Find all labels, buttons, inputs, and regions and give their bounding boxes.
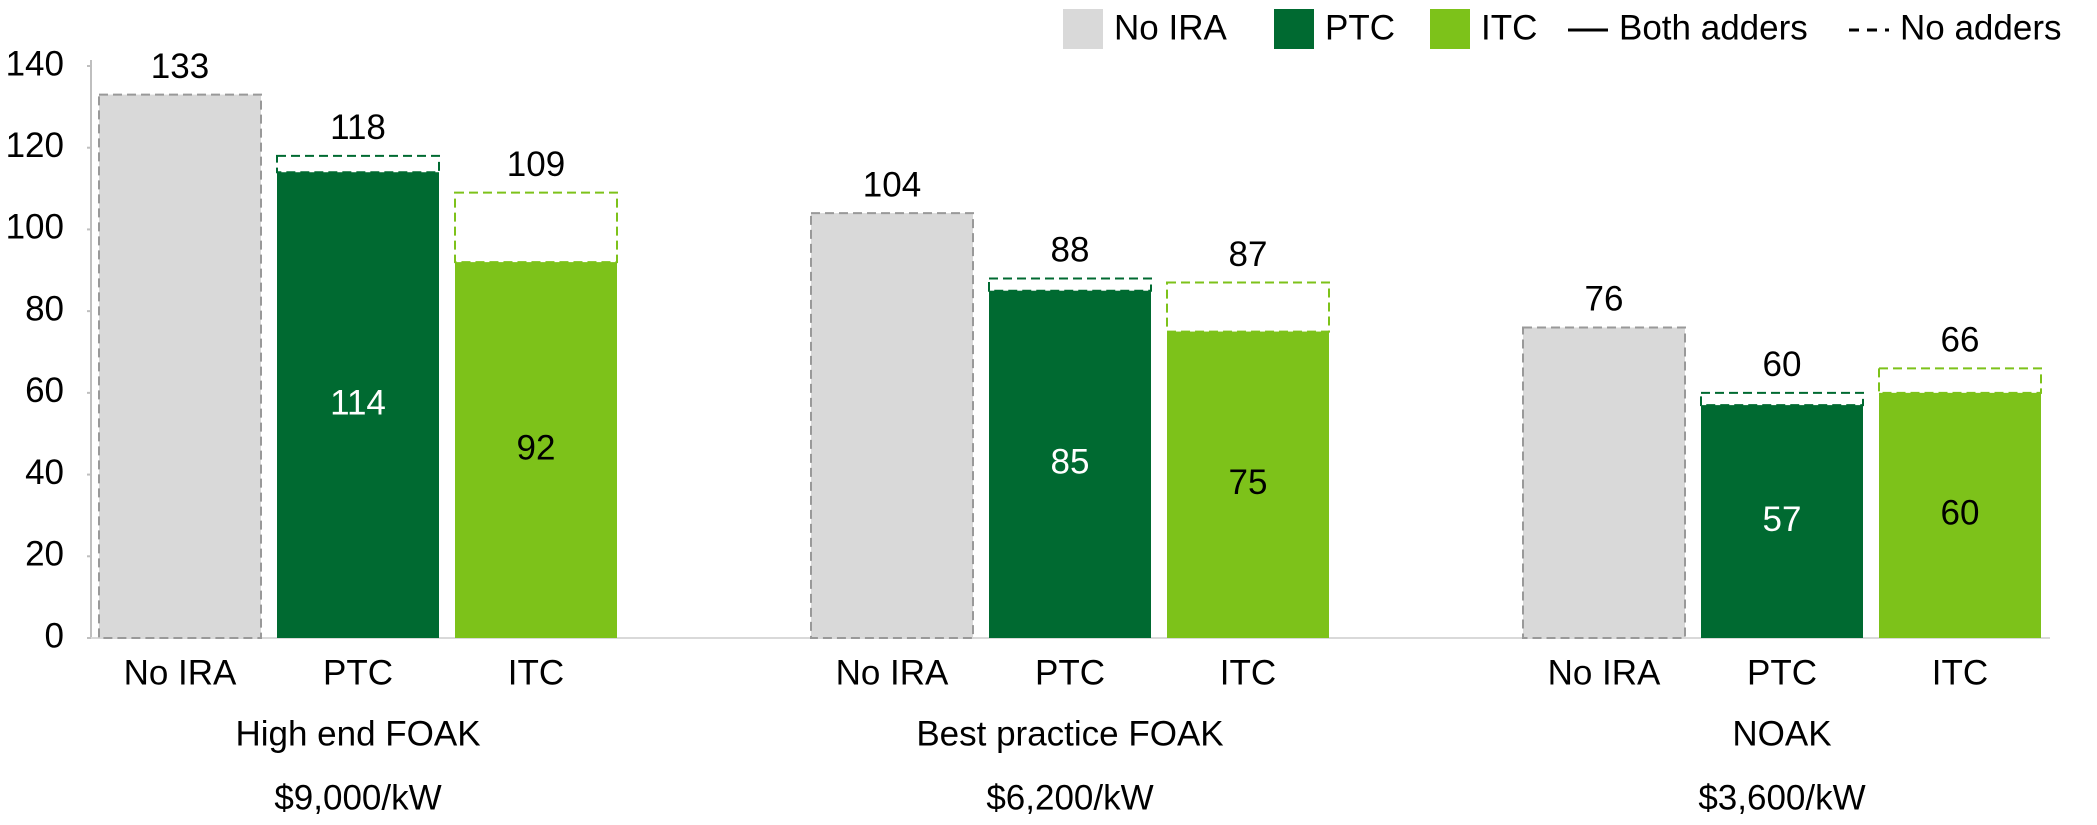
no-adders-label: 60: [1763, 345, 1802, 384]
group-cost: $6,200/kW: [986, 778, 1153, 817]
y-tick-label: 60: [25, 371, 64, 410]
bar: [1879, 392, 2041, 638]
legend-swatch: [1274, 9, 1314, 49]
x-tick-label: ITC: [1932, 653, 1988, 692]
y-tick-label: 20: [25, 535, 64, 574]
x-tick-label: No IRA: [1548, 653, 1661, 692]
y-tick-label: 40: [25, 453, 64, 492]
no-adders-label: 88: [1051, 231, 1090, 270]
bar: [277, 172, 439, 638]
value-label: 85: [1051, 443, 1090, 482]
x-tick-label: No IRA: [124, 653, 237, 692]
bar: [455, 262, 617, 638]
group-label: Best practice FOAK: [916, 714, 1223, 753]
x-tick-label: PTC: [1035, 653, 1105, 692]
bar: [1701, 405, 1863, 638]
value-label: 60: [1941, 494, 1980, 533]
bar: [1167, 331, 1329, 638]
bar: [810, 212, 974, 639]
no-adders-label: 87: [1229, 235, 1268, 274]
x-tick-label: PTC: [323, 653, 393, 692]
y-tick-label: 120: [6, 126, 64, 165]
value-label: 76: [1585, 280, 1624, 319]
no-adders-outline: [276, 154, 440, 174]
value-label: 92: [517, 428, 556, 467]
legend-swatch: [1063, 9, 1103, 49]
x-tick-label: ITC: [1220, 653, 1276, 692]
legend-label: No adders: [1900, 8, 2061, 47]
group-cost: $3,600/kW: [1698, 778, 1865, 817]
bar: [1522, 326, 1686, 639]
y-tick-label: 100: [6, 208, 64, 247]
no-adders-label: 118: [330, 108, 386, 147]
legend-label: Both adders: [1619, 8, 1808, 47]
value-label: 57: [1763, 500, 1802, 539]
legend-label: No IRA: [1114, 8, 1227, 47]
bar: [98, 93, 262, 640]
x-tick-label: ITC: [508, 653, 564, 692]
legend-swatch: [1430, 9, 1470, 49]
value-label: 133: [151, 47, 209, 86]
y-tick-label: 0: [45, 616, 64, 655]
no-adders-outline: [988, 277, 1152, 292]
value-label: 114: [330, 383, 386, 422]
no-adders-outline: [1700, 391, 1864, 407]
no-adders-outline: [1878, 367, 2042, 394]
bar: [989, 290, 1151, 638]
y-tick-label: 140: [6, 44, 64, 83]
value-label: 75: [1229, 463, 1268, 502]
no-adders-outline: [454, 191, 618, 264]
x-tick-label: PTC: [1747, 653, 1817, 692]
no-adders-label: 66: [1941, 321, 1980, 360]
group-label: NOAK: [1732, 714, 1831, 753]
no-adders-label: 109: [507, 145, 565, 184]
legend-label: ITC: [1481, 8, 1537, 47]
group-label: High end FOAK: [235, 714, 480, 753]
y-tick-label: 80: [25, 289, 64, 328]
x-tick-label: No IRA: [836, 653, 949, 692]
no-adders-outline: [1166, 281, 1330, 333]
group-cost: $9,000/kW: [274, 778, 441, 817]
value-label: 104: [863, 165, 921, 204]
legend-label: PTC: [1325, 8, 1395, 47]
